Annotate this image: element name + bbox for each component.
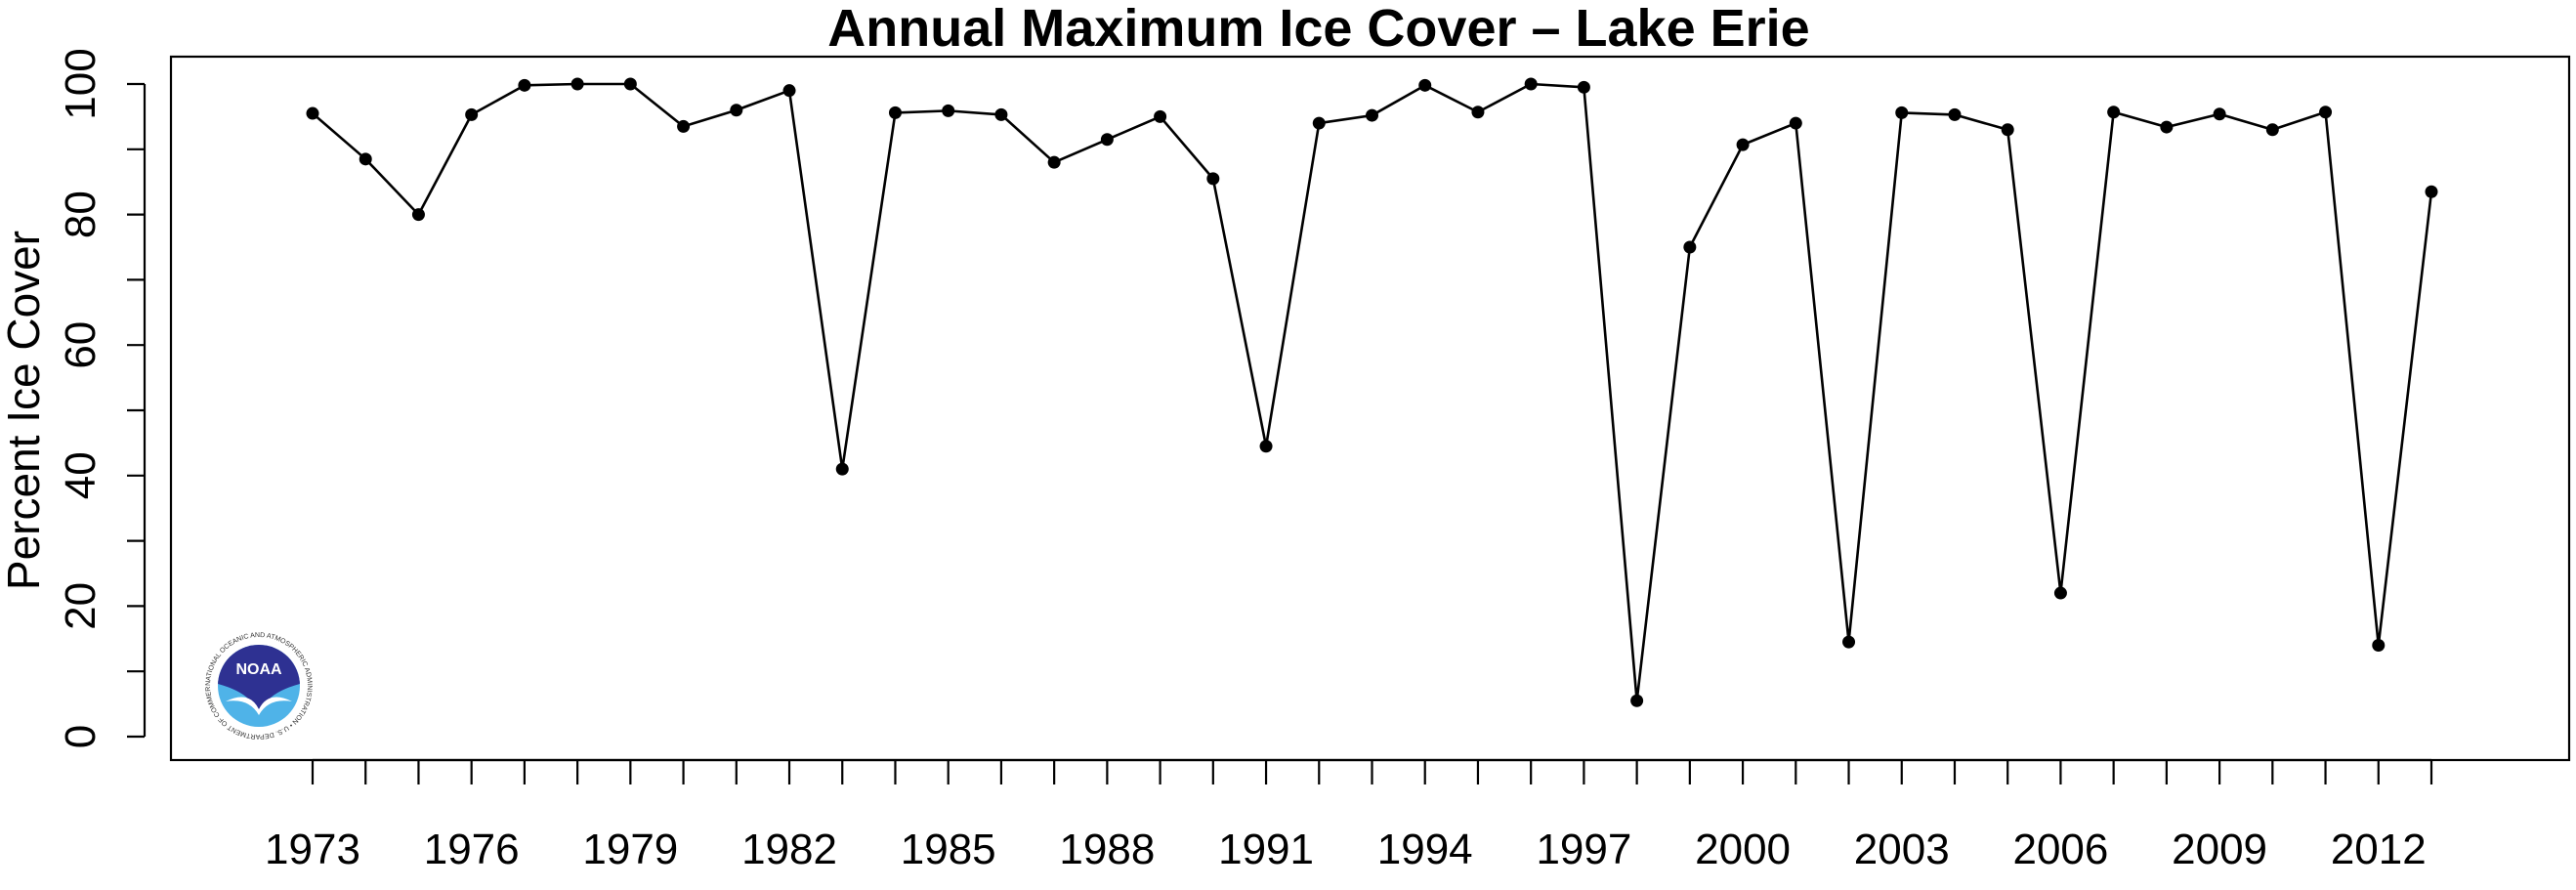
x-ticks: 1973 1976 1979 1982 1985 1988 1991 1994 1997 2000… <box>265 760 2433 873</box>
data-point <box>2107 106 2121 119</box>
data-point <box>306 106 319 120</box>
data-point <box>1047 155 1061 169</box>
data-point <box>1895 106 1909 119</box>
data-point <box>359 152 372 166</box>
data-point <box>1418 78 1432 92</box>
data-point <box>2265 123 2279 137</box>
x-tick-label: 2012 <box>2331 826 2427 873</box>
x-axis: 1973 1976 1979 1982 1985 1988 1991 1994 1997 2000… <box>265 758 2433 873</box>
y-axis: 0 20 40 60 80 100 Percent Ice Cover <box>0 48 147 748</box>
x-tick-label: 2009 <box>2172 826 2267 873</box>
data-points <box>306 77 2438 707</box>
data-point <box>465 107 479 121</box>
x-tick-label: 2000 <box>1695 826 1791 873</box>
data-point <box>2001 123 2014 137</box>
data-point <box>782 84 796 98</box>
data-point <box>2053 586 2067 600</box>
x-tick-label: 1976 <box>424 826 520 873</box>
data-point <box>1471 106 1485 119</box>
y-axis-label: Percent Ice Cover <box>0 231 49 590</box>
plot-frame <box>169 55 2571 762</box>
data-point <box>1206 172 1220 186</box>
data-point <box>1683 240 1697 254</box>
data-point <box>1736 138 1750 151</box>
data-point <box>1154 109 1167 123</box>
x-tick-label: 1991 <box>1218 826 1314 873</box>
data-point <box>1312 116 1326 130</box>
x-tick-label: 1988 <box>1059 826 1155 873</box>
data-point <box>2425 185 2438 198</box>
noaa-logo: NOAA NATIONAL OCEANIC AND ATMOSPHERIC AD… <box>203 630 315 742</box>
y-tick-label: 80 <box>57 191 105 238</box>
data-point <box>994 107 1008 121</box>
series-line <box>312 82 2433 702</box>
data-point <box>1948 107 1962 121</box>
data-point <box>570 77 584 91</box>
y-tick-label: 40 <box>57 451 105 499</box>
x-tick-label: 1994 <box>1377 826 1473 873</box>
data-point <box>2160 120 2174 134</box>
data-point <box>677 119 691 133</box>
data-point <box>1630 694 1644 707</box>
data-point <box>2319 106 2333 119</box>
data-point <box>1524 77 1538 91</box>
x-tick-label: 2006 <box>2012 826 2108 873</box>
x-tick-label: 1982 <box>741 826 837 873</box>
data-point <box>1100 133 1114 147</box>
y-tick-label: 60 <box>57 321 105 369</box>
y-ticks: 0 20 40 60 80 100 <box>57 48 145 748</box>
x-tick-label: 1973 <box>265 826 360 873</box>
y-tick-label: 100 <box>57 48 105 119</box>
y-tick-label: 20 <box>57 582 105 630</box>
x-tick-label: 2003 <box>1854 826 1950 873</box>
data-point <box>411 208 425 222</box>
y-tick-label: 0 <box>57 725 105 748</box>
data-point <box>1259 440 1273 453</box>
x-tick-label: 1997 <box>1536 826 1631 873</box>
data-point <box>1366 108 1378 122</box>
chart-title: Annual Maximum Ice Cover – Lake Erie <box>827 0 1809 58</box>
series <box>306 77 2438 707</box>
data-point <box>942 104 955 117</box>
data-point <box>1577 80 1590 94</box>
data-point <box>888 106 902 119</box>
data-point <box>2213 107 2226 121</box>
data-point <box>1789 116 1802 130</box>
data-point <box>623 77 637 91</box>
x-tick-label: 1979 <box>582 826 678 873</box>
noaa-logo-bird <box>218 645 300 709</box>
x-tick-label: 1985 <box>901 826 996 873</box>
noaa-logo-text: NOAA <box>235 661 282 678</box>
data-point <box>835 462 849 476</box>
data-point <box>518 78 531 92</box>
data-point <box>730 104 743 117</box>
data-point <box>1842 635 1856 649</box>
data-point <box>2372 638 2386 652</box>
